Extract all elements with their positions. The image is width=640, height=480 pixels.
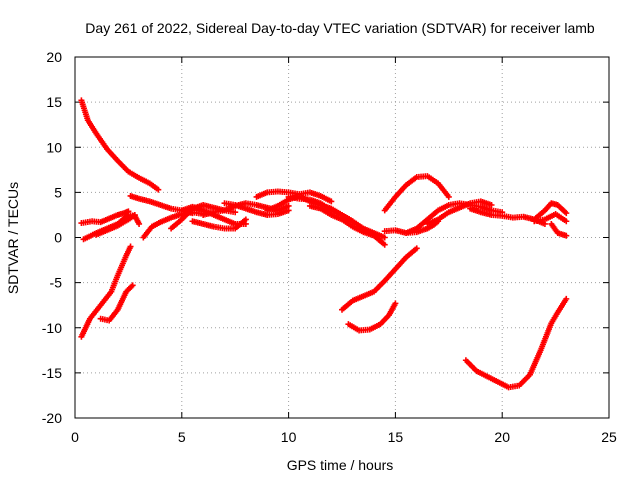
x-axis-title: GPS time / hours — [287, 457, 394, 473]
data-series-arc-6 — [93, 211, 138, 238]
x-tick-label: 25 — [601, 429, 617, 445]
data-point — [155, 186, 162, 193]
y-tick-label: 0 — [54, 230, 62, 246]
chart-title: Day 261 of 2022, Sidereal Day-to-day VTE… — [85, 20, 595, 36]
data-series-arc-2 — [78, 243, 134, 340]
data-point — [392, 300, 399, 307]
data-series-arc-25 — [531, 200, 570, 223]
y-tick-label: -5 — [50, 275, 63, 291]
data-point — [563, 210, 570, 217]
data-series-arc-21 — [381, 173, 452, 214]
data-point — [232, 209, 239, 216]
x-tick-label: 5 — [178, 429, 186, 445]
data-series-arc-3 — [97, 282, 136, 324]
y-tick-label: 20 — [46, 49, 62, 65]
y-tick-label: -15 — [42, 365, 62, 381]
y-axis-title: SDTVAR / TECUs — [5, 182, 21, 294]
data-point — [413, 245, 420, 252]
x-tick-label: 0 — [71, 429, 79, 445]
x-tick-label: 10 — [281, 429, 297, 445]
y-tick-label: 10 — [46, 139, 62, 155]
y-tick-label: 5 — [54, 184, 62, 200]
data-series-arc-10 — [189, 216, 249, 232]
data-series-arc-18 — [339, 245, 420, 313]
y-tick-label: -10 — [42, 320, 62, 336]
x-tick-label: 20 — [494, 429, 510, 445]
data-series-arc-13 — [221, 200, 292, 218]
data-point — [563, 295, 570, 302]
data-series-arc-28 — [462, 295, 570, 391]
data-point — [242, 220, 249, 227]
data-series-arc-24 — [467, 205, 548, 227]
data-point — [381, 234, 388, 241]
data-series-arc-23 — [424, 198, 495, 227]
y-tick-label: -20 — [42, 410, 62, 426]
data-point — [131, 211, 138, 218]
y-tick-label: 15 — [46, 94, 62, 110]
data-point — [381, 241, 388, 248]
data-series-arc-19 — [345, 300, 399, 334]
data-point — [563, 232, 570, 239]
grid — [75, 57, 609, 418]
data-point — [488, 202, 495, 209]
axis-ticks: 0 5 10 15 20 25 -20 -15 -10 -5 0 5 10 15 20 — [42, 49, 617, 445]
x-tick-label: 15 — [388, 429, 404, 445]
data-series-arc-14 — [253, 188, 335, 205]
data-point — [328, 198, 335, 205]
data-point — [129, 282, 136, 289]
data-point — [445, 193, 452, 200]
data-series-arc-8 — [140, 209, 207, 241]
data-point — [136, 220, 143, 227]
data-series-arc-26 — [531, 211, 570, 225]
data-series-arc-1 — [78, 97, 162, 193]
data-point — [563, 218, 570, 225]
data-point — [285, 207, 292, 214]
data-point — [127, 243, 134, 250]
data-series-arc-27 — [548, 220, 570, 239]
data-layer — [78, 97, 570, 391]
data-series-arc-17 — [306, 202, 388, 248]
